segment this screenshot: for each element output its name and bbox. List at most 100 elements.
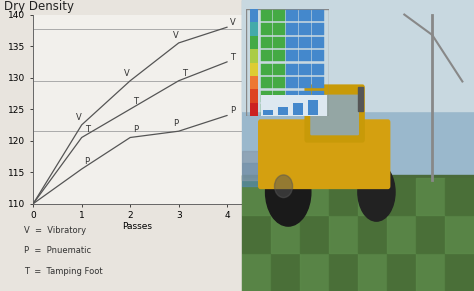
Text: T: T	[182, 69, 187, 78]
Bar	[299, 50, 311, 61]
Bar	[329, 253, 358, 291]
Text: V: V	[76, 113, 82, 122]
Bar	[261, 50, 272, 61]
Bar	[286, 91, 298, 102]
Bar	[387, 215, 416, 253]
Bar	[299, 77, 311, 88]
Bar	[273, 23, 285, 35]
Bar	[312, 50, 324, 61]
Bar	[286, 104, 298, 115]
Bar	[312, 23, 324, 35]
Bar	[242, 163, 370, 186]
FancyBboxPatch shape	[258, 119, 391, 189]
X-axis label: Passes: Passes	[122, 222, 153, 231]
Bar	[273, 64, 285, 75]
Text: T: T	[84, 125, 90, 134]
Bar	[250, 63, 258, 76]
Bar	[250, 9, 258, 22]
Text: 100%: 100%	[243, 24, 269, 33]
Bar	[261, 95, 327, 116]
Bar	[261, 10, 272, 21]
Bar	[293, 104, 303, 115]
Text: V: V	[173, 31, 179, 40]
Bar	[271, 253, 300, 291]
Bar	[445, 253, 474, 291]
Bar	[250, 90, 258, 103]
Bar	[273, 10, 285, 21]
Bar	[329, 215, 358, 253]
Text: V: V	[230, 18, 236, 27]
Bar	[299, 91, 311, 102]
Bar	[250, 76, 258, 90]
Bar	[299, 64, 311, 75]
FancyBboxPatch shape	[310, 95, 359, 135]
Bar	[286, 37, 298, 48]
Bar	[358, 215, 387, 253]
Text: T  =  Tamping Foot: T = Tamping Foot	[24, 267, 102, 276]
Text: T: T	[133, 97, 138, 106]
Bar	[416, 215, 445, 253]
Bar	[312, 37, 324, 48]
Bar	[273, 91, 285, 102]
Bar	[242, 151, 370, 180]
Bar	[271, 178, 300, 215]
Bar	[299, 104, 311, 115]
Text: P: P	[230, 107, 235, 116]
Text: P  =  Pnuematic: P = Pnuematic	[24, 246, 91, 255]
Bar	[242, 0, 474, 180]
Bar	[273, 37, 285, 48]
Bar	[312, 64, 324, 75]
Bar	[416, 178, 445, 215]
Bar	[329, 178, 358, 215]
Bar	[261, 91, 272, 102]
Ellipse shape	[274, 175, 292, 198]
Bar	[445, 215, 474, 253]
Bar	[261, 37, 272, 48]
Text: T: T	[230, 53, 235, 62]
Bar	[300, 178, 329, 215]
Bar	[242, 178, 271, 215]
Bar	[261, 64, 272, 75]
Text: 90%: 90%	[243, 127, 263, 136]
Text: V: V	[124, 69, 130, 78]
Bar	[416, 253, 445, 291]
Text: 95%: 95%	[243, 76, 263, 85]
Bar	[242, 0, 474, 111]
Bar	[261, 77, 272, 88]
Ellipse shape	[358, 163, 395, 221]
Bar	[312, 104, 324, 115]
Bar	[286, 64, 298, 75]
Bar	[261, 23, 272, 35]
Bar	[261, 104, 272, 115]
Bar	[445, 178, 474, 215]
Bar	[299, 10, 311, 21]
Text: V  =  Vibratory: V = Vibratory	[24, 226, 86, 235]
Bar	[312, 91, 324, 102]
Bar	[242, 215, 271, 253]
Bar	[271, 215, 300, 253]
Text: P: P	[133, 125, 138, 134]
Bar	[273, 77, 285, 88]
Bar	[263, 110, 273, 115]
Ellipse shape	[265, 158, 311, 226]
Text: P: P	[173, 119, 178, 128]
Bar	[299, 23, 311, 35]
Bar	[312, 77, 324, 88]
Bar	[300, 253, 329, 291]
Bar	[387, 178, 416, 215]
Bar	[242, 175, 474, 291]
Bar	[250, 49, 258, 63]
Bar	[273, 50, 285, 61]
Bar	[273, 104, 285, 115]
Bar	[250, 103, 258, 116]
Bar	[358, 253, 387, 291]
Bar	[308, 100, 318, 115]
Bar	[278, 107, 288, 115]
FancyBboxPatch shape	[304, 84, 365, 143]
Bar	[387, 253, 416, 291]
Bar	[250, 36, 258, 49]
Bar	[312, 10, 324, 21]
Bar	[242, 253, 271, 291]
Bar	[286, 50, 298, 61]
Bar	[300, 215, 329, 253]
